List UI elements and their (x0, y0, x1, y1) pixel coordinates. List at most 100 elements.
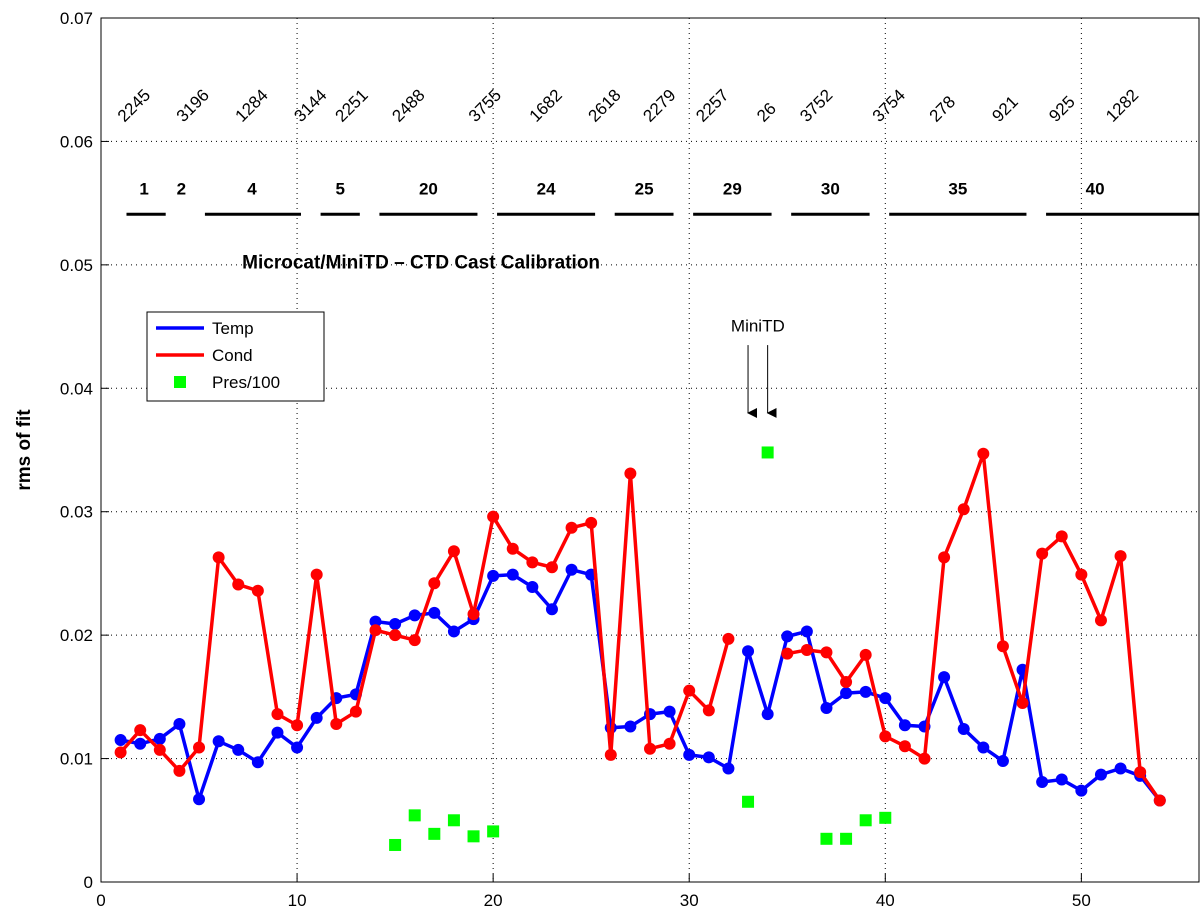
point (663, 705, 676, 718)
point (545, 603, 558, 616)
point (369, 624, 382, 637)
point (1134, 766, 1147, 779)
point (1114, 762, 1127, 775)
point (271, 726, 284, 739)
point (820, 646, 833, 659)
point (1016, 697, 1029, 710)
point (232, 578, 245, 591)
point (545, 561, 558, 574)
point (859, 814, 872, 827)
point (487, 825, 500, 838)
point (840, 832, 853, 845)
point (781, 630, 794, 643)
point (781, 647, 794, 660)
point (585, 516, 598, 529)
point (369, 615, 382, 628)
point (938, 671, 951, 684)
point (820, 701, 833, 714)
point (173, 718, 186, 731)
point (428, 577, 441, 590)
serial-label: 26 (753, 99, 780, 126)
y-tick-label: 0 (84, 873, 93, 892)
point (683, 748, 696, 761)
serial-label: 278 (926, 92, 959, 125)
x-tick-label: 40 (876, 891, 895, 910)
point (467, 608, 480, 621)
point (604, 748, 617, 761)
point (742, 795, 755, 808)
point (1114, 550, 1127, 563)
point (389, 618, 402, 631)
point (722, 762, 735, 775)
point (232, 743, 245, 756)
point (408, 634, 421, 647)
point (761, 708, 774, 721)
point (506, 542, 519, 555)
point (761, 446, 774, 459)
point (918, 752, 931, 765)
serial-label: 925 (1045, 92, 1078, 125)
group-label: 4 (247, 180, 257, 199)
plot-frame (100, 17, 1200, 883)
point (526, 581, 539, 594)
point (1036, 547, 1049, 560)
serial-label: 1284 (232, 86, 272, 126)
y-tick-label: 0.04 (60, 379, 93, 398)
point (389, 838, 402, 851)
point (526, 556, 539, 569)
serial-label: 3754 (869, 86, 909, 126)
point (879, 730, 892, 743)
legend-swatch (174, 376, 186, 388)
point (114, 746, 127, 759)
point (428, 827, 441, 840)
group-label: 20 (419, 180, 438, 199)
point (800, 643, 813, 656)
serial-label: 3752 (796, 86, 836, 126)
point (447, 625, 460, 638)
serial-label: 3755 (465, 86, 505, 126)
point (487, 569, 500, 582)
x-tick-label: 20 (484, 891, 503, 910)
group-label: 35 (948, 180, 967, 199)
x-tick-label: 0 (96, 891, 105, 910)
point (624, 467, 637, 480)
y-tick-label: 0.07 (60, 9, 93, 28)
legend-label: Temp (212, 319, 254, 338)
serial-label: 1682 (526, 86, 566, 126)
point (447, 545, 460, 558)
point (173, 764, 186, 777)
point (134, 737, 147, 750)
point (1075, 784, 1088, 797)
point (506, 568, 519, 581)
point (957, 503, 970, 516)
y-tick-label: 0.01 (60, 750, 93, 769)
point (859, 685, 872, 698)
serial-label: 1282 (1102, 86, 1142, 126)
point (800, 625, 813, 638)
chart-title: Microcat/MiniTD – CTD Cast Calibration (242, 253, 600, 274)
point (938, 551, 951, 564)
serial-label: 2279 (639, 86, 679, 126)
legend-label: Cond (212, 346, 253, 365)
point (310, 711, 323, 724)
group-label: 24 (537, 180, 556, 199)
legend: Temp Cond Pres/100 (146, 311, 325, 402)
point (389, 629, 402, 642)
point (134, 724, 147, 737)
x-tick-label: 10 (288, 891, 307, 910)
point (1055, 530, 1068, 543)
point (840, 676, 853, 689)
group-label: 1 (139, 180, 148, 199)
point (193, 793, 206, 806)
point (702, 751, 715, 764)
point (742, 645, 755, 658)
point (1055, 773, 1068, 786)
point (1153, 794, 1166, 807)
point (644, 742, 656, 755)
point (467, 830, 480, 843)
point (624, 720, 637, 733)
point (271, 708, 284, 721)
point (859, 648, 872, 661)
group-label: 2 (177, 180, 186, 199)
